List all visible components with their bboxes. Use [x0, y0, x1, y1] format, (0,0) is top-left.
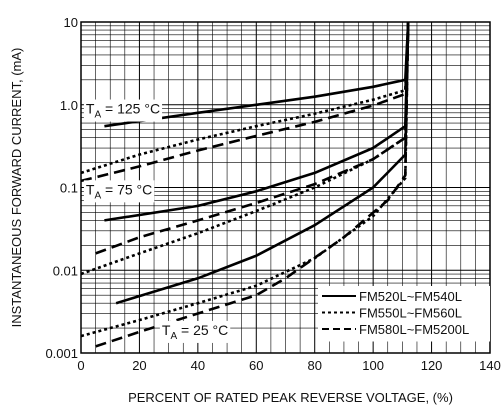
x-tick-label: 120	[421, 358, 443, 373]
annotation-subscript: A	[170, 331, 177, 342]
x-tick-label: 40	[191, 358, 205, 373]
legend-label: FM550L~FM560L	[359, 306, 462, 321]
y-tick-label: 0.1	[60, 181, 78, 196]
annotation-prefix: T	[86, 181, 95, 197]
curve-dashed-6	[95, 21, 410, 255]
x-tick-label: 140	[479, 358, 501, 373]
curve-dotted-2	[80, 21, 410, 175]
curve-dotted-5	[80, 21, 410, 276]
x-tick-label: 100	[362, 358, 384, 373]
annotation-text: TA = 25 °C	[162, 322, 228, 342]
y-axis-title: INSTANTANEOUS FORWARD CURRENT, (mA)	[9, 48, 24, 328]
legend-label: FM520L~FM540L	[359, 289, 462, 304]
x-tick-label: 20	[132, 358, 146, 373]
curves	[80, 21, 410, 348]
y-tick-label: 1.0	[60, 98, 78, 113]
annotation: TA = 75 °C	[83, 180, 155, 203]
plot-frame	[80, 21, 491, 354]
annotation: TA = 25 °C	[159, 320, 231, 343]
annotation: TA = 125 °C	[83, 99, 163, 122]
x-tick-label: 80	[307, 358, 321, 373]
annotation-prefix: T	[86, 101, 95, 117]
annotation-text: TA = 75 °C	[86, 181, 152, 201]
x-tick-label: 0	[77, 358, 84, 373]
tick-labels: 0 20 40 60 80 100 120 140 0.001 0.01 0.1 1.0 10	[45, 15, 500, 373]
temperature-annotations: TA = 125 °CTA = 75 °CTA = 25 °C	[83, 99, 231, 343]
annotation-prefix: T	[162, 322, 171, 338]
annotation-value: = 125 °C	[101, 101, 160, 117]
x-axis-title: PERCENT OF RATED PEAK REVERSE VOLTAGE, (…	[128, 390, 453, 405]
annotation-background	[83, 180, 155, 203]
y-tick-label: 0.001	[45, 346, 78, 361]
curve-dashed-3	[80, 21, 410, 183]
annotation-value: = 25 °C	[177, 322, 228, 338]
annotation-text: TA = 125 °C	[86, 101, 160, 121]
annotation-subscript: A	[94, 110, 101, 121]
annotation-subscript: A	[94, 190, 101, 201]
y-tick-label: 10	[64, 15, 78, 30]
annotation-value: = 75 °C	[101, 181, 152, 197]
x-tick-label: 60	[249, 358, 263, 373]
annotation-background	[159, 320, 231, 343]
y-tick-label: 0.01	[53, 263, 78, 278]
legend-label: FM580L~FM5200L	[359, 322, 469, 337]
curve-dotted-8	[80, 21, 410, 338]
annotation-background	[83, 99, 163, 122]
